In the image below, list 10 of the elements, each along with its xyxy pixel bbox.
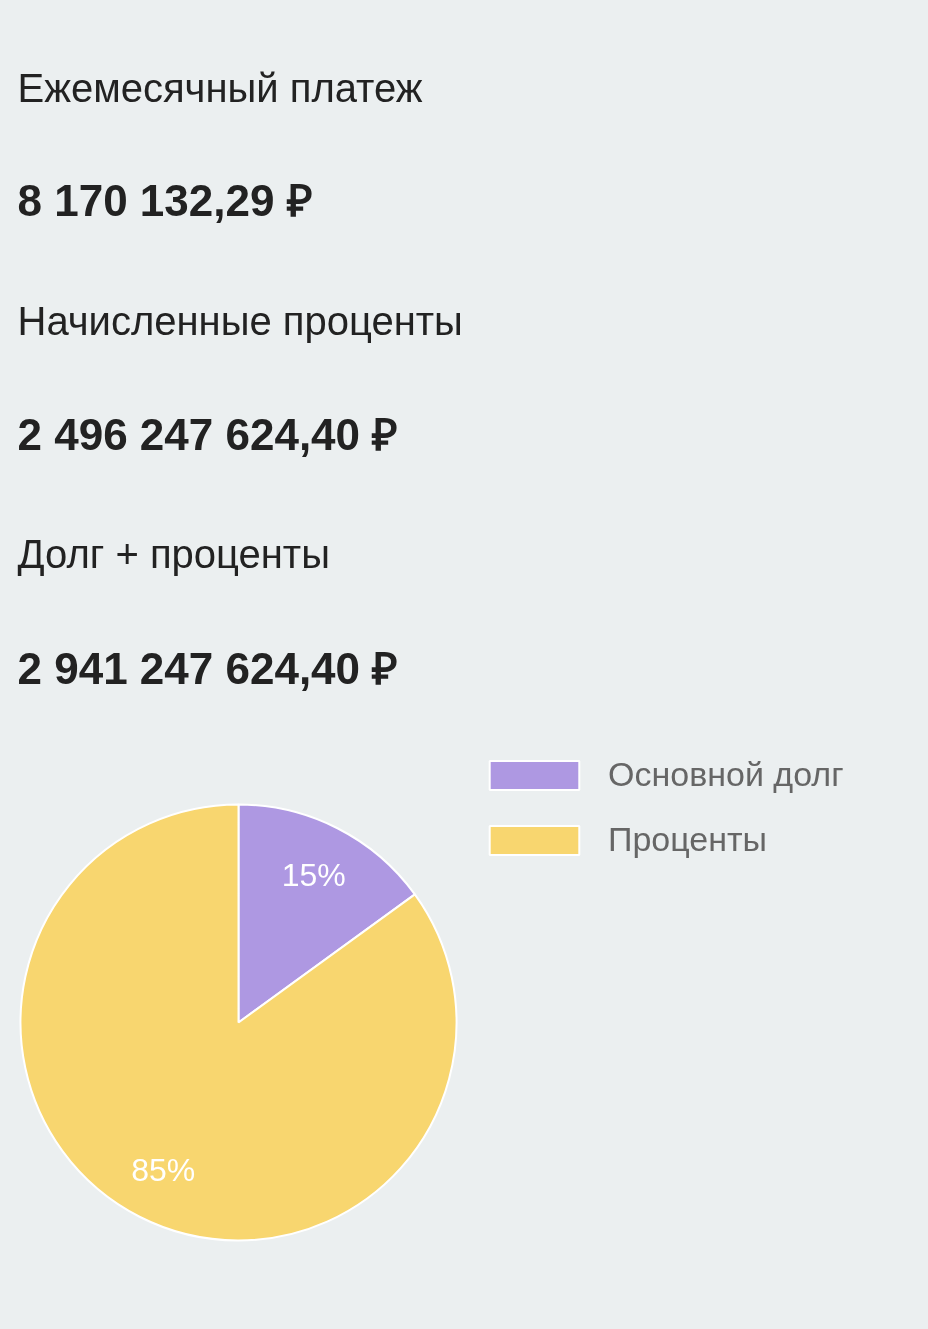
data-label: 85% <box>131 1152 196 1189</box>
data-label: 15% <box>281 856 346 893</box>
text: Ежемесячный платеж <box>17 65 423 110</box>
text: 2 496 247 624,40 ₽ <box>17 410 399 459</box>
legend-label: Основной долг <box>608 755 844 794</box>
legend-label: Проценты <box>608 820 768 859</box>
text: 2 941 247 624,40 ₽ <box>17 644 399 693</box>
text: 8 170 132,29 ₽ <box>17 176 313 225</box>
text: Начисленные проценты <box>17 298 463 343</box>
text: Долг + проценты <box>17 531 330 576</box>
